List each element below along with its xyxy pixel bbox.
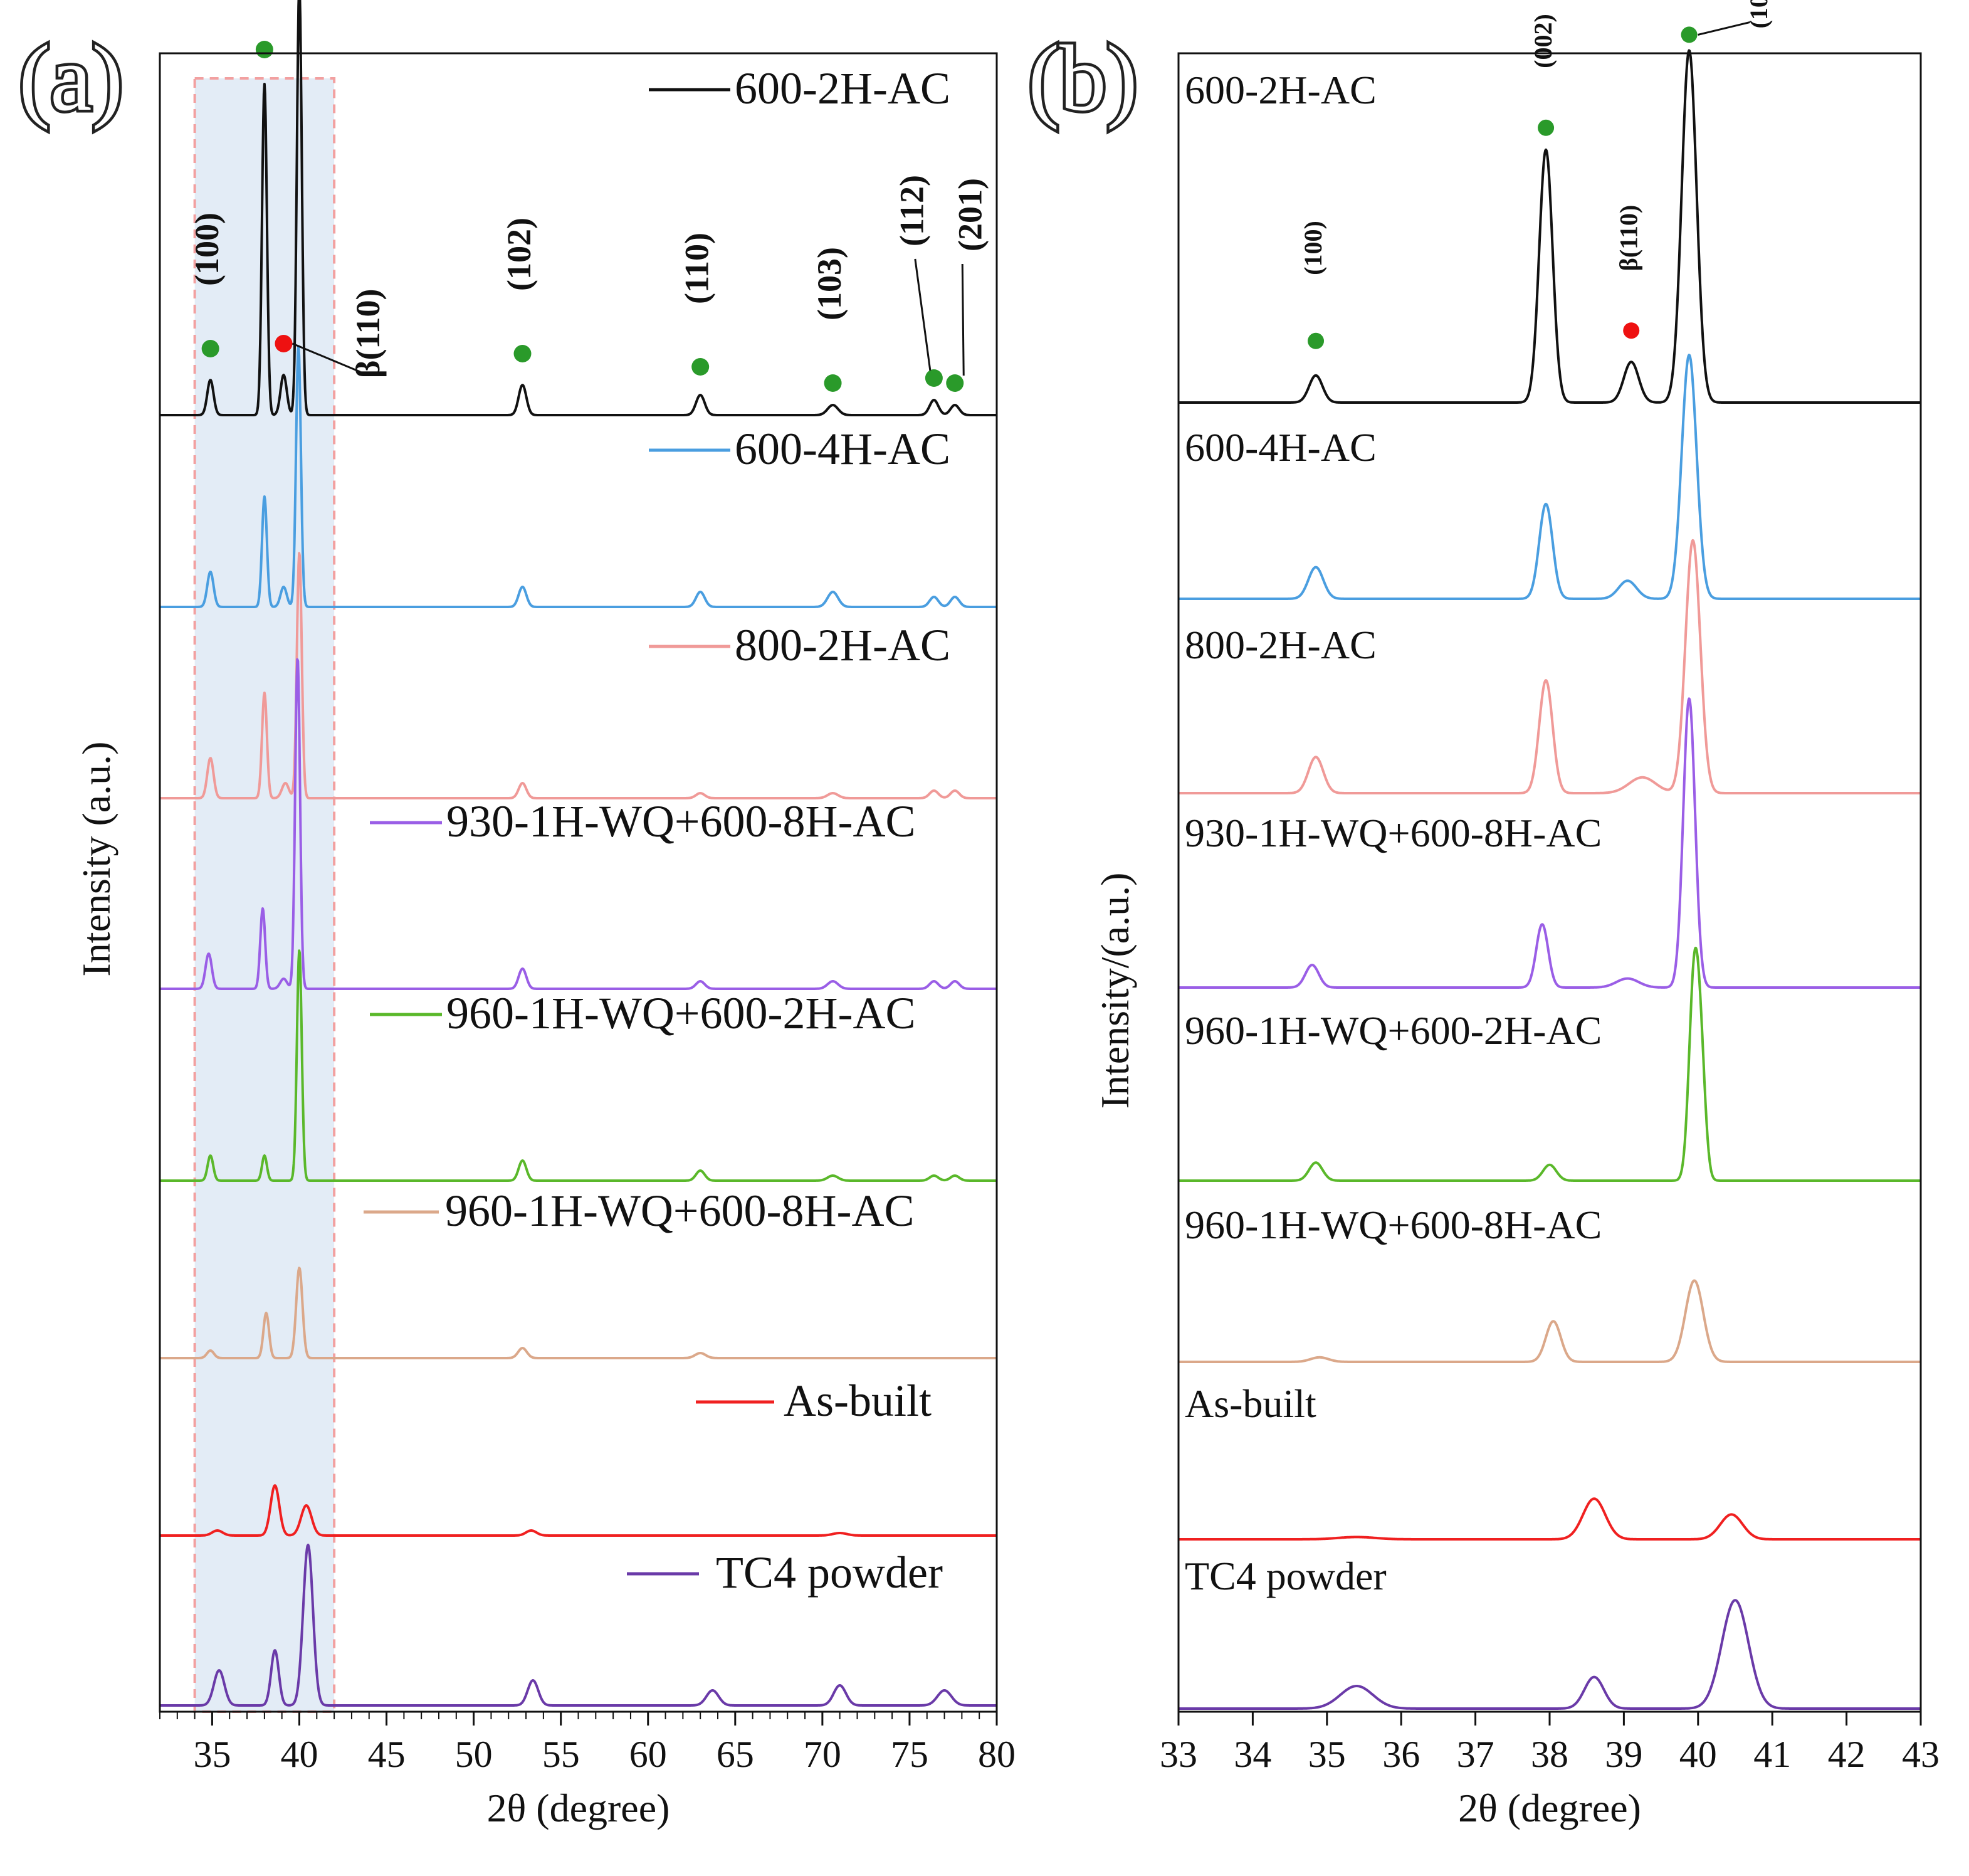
series-line-b-5 bbox=[1177, 946, 1922, 1182]
series-line-b-2 bbox=[1177, 354, 1922, 600]
alpha-marker-b-4 bbox=[1681, 26, 1698, 43]
panel-label-b: (b) bbox=[1028, 26, 1138, 130]
alpha-marker-a-2 bbox=[255, 41, 273, 58]
series-group-b bbox=[1177, 49, 1922, 1710]
legend-label-4: 930-1H-WQ+600-8H-AC bbox=[446, 796, 915, 846]
legend-label-8: TC4 powder bbox=[716, 1547, 943, 1598]
series-line-b-3 bbox=[1177, 539, 1922, 794]
legend-label-2: 600-4H-AC bbox=[1185, 425, 1377, 470]
legend-label-7: As-built bbox=[1185, 1381, 1316, 1426]
peak-label-a-6: (110) bbox=[678, 233, 716, 304]
x-tick-label-a-60: 60 bbox=[629, 1734, 667, 1775]
legend-label-5: 960-1H-WQ+600-2H-AC bbox=[446, 988, 915, 1038]
alpha-marker-a-6 bbox=[691, 358, 710, 376]
panel-a: 600-2H-AC 600-4H-AC 800-2H-AC 930-1H-WQ+600… bbox=[16, 0, 1016, 1830]
legend-label-3: 800-2H-AC bbox=[1185, 623, 1377, 667]
x-tick-label-b-42: 42 bbox=[1828, 1734, 1866, 1775]
series-line-a-4 bbox=[159, 658, 997, 990]
x-tick-label-b-34: 34 bbox=[1234, 1734, 1271, 1775]
alpha-marker-a-9 bbox=[946, 374, 964, 392]
peak-label-b-1: (100) bbox=[1299, 221, 1327, 275]
y-axis-title-a: Intensity (a.u.) bbox=[74, 742, 118, 977]
x-tick-label-b-35: 35 bbox=[1308, 1734, 1346, 1775]
series-line-a-6 bbox=[159, 1267, 997, 1359]
peak-label-a-1: (100) bbox=[188, 213, 226, 286]
x-tick-label-a-75: 75 bbox=[891, 1734, 928, 1775]
annotation-leader-a-4 bbox=[291, 342, 361, 373]
peak-label-a-9: (201) bbox=[952, 178, 989, 251]
x-tick-label-a-45: 45 bbox=[368, 1734, 406, 1775]
alpha-marker-a-5 bbox=[513, 345, 532, 362]
legend-label-1: 600-2H-AC bbox=[735, 63, 950, 113]
x-tick-label-a-40: 40 bbox=[281, 1734, 318, 1775]
legend-label-6: 960-1H-WQ+600-8H-AC bbox=[1185, 1203, 1602, 1247]
alpha-marker-a-7 bbox=[824, 374, 842, 392]
series-line-a-2 bbox=[159, 345, 997, 608]
x-ticks-b: 33 34 35 36 37 38 39 40 41 42 43 bbox=[1160, 1712, 1940, 1775]
peak-label-a-4: β(110) bbox=[349, 289, 387, 378]
series-line-a-5 bbox=[159, 949, 997, 1182]
legend-label-7: As-built bbox=[784, 1376, 932, 1426]
series-line-a-1 bbox=[159, 0, 997, 416]
panel-b: 600-2H-AC 600-4H-AC 800-2H-AC 930-1H-WQ+600… bbox=[1026, 0, 1940, 1830]
legend-label-6: 960-1H-WQ+600-8H-AC bbox=[445, 1186, 914, 1236]
x-tick-label-b-41: 41 bbox=[1753, 1734, 1791, 1775]
x-tick-label-b-37: 37 bbox=[1457, 1734, 1494, 1775]
series-line-b-8 bbox=[1177, 1599, 1922, 1710]
series-line-a-3 bbox=[159, 552, 997, 799]
legend-b: 600-2H-AC 600-4H-AC 800-2H-AC 930-1H-WQ+600… bbox=[1185, 68, 1602, 1598]
alpha-marker-a-8 bbox=[925, 369, 943, 387]
alpha-marker-b-2 bbox=[1538, 119, 1555, 136]
series-line-b-6 bbox=[1177, 1279, 1922, 1363]
x-tick-label-a-50: 50 bbox=[455, 1734, 493, 1775]
annotation-leader-b-4 bbox=[1698, 21, 1750, 36]
legend-label-8: TC4 powder bbox=[1185, 1554, 1387, 1598]
x-tick-label-a-80: 80 bbox=[978, 1734, 1016, 1775]
series-group-a bbox=[159, 0, 997, 1707]
x-tick-label-b-43: 43 bbox=[1902, 1734, 1940, 1775]
series-line-a-7 bbox=[159, 1484, 997, 1537]
panel-label-a: (a) bbox=[19, 26, 123, 130]
x-tick-label-b-33: 33 bbox=[1160, 1734, 1197, 1775]
peak-label-b-3: β(110) bbox=[1614, 205, 1642, 271]
peak-label-a-5: (102) bbox=[500, 218, 538, 291]
peak-label-b-4: (101) bbox=[1745, 0, 1773, 28]
y-axis-title-b: Intensity/(a.u.) bbox=[1093, 873, 1137, 1109]
legend-label-5: 960-1H-WQ+600-2H-AC bbox=[1185, 1008, 1602, 1053]
series-line-b-4 bbox=[1177, 697, 1922, 989]
legend-a: 600-2H-AC 600-4H-AC 800-2H-AC 930-1H-WQ+600… bbox=[364, 63, 950, 1598]
annotation-leader-a-9 bbox=[961, 263, 965, 376]
x-tick-label-a-65: 65 bbox=[717, 1734, 754, 1775]
legend-label-1: 600-2H-AC bbox=[1185, 68, 1377, 112]
x-axis-title-b: 2θ (degree) bbox=[1458, 1786, 1641, 1830]
legend-label-4: 930-1H-WQ+600-8H-AC bbox=[1185, 811, 1602, 855]
x-axis-title-a: 2θ (degree) bbox=[487, 1786, 670, 1830]
alpha-marker-a-1 bbox=[201, 340, 219, 357]
x-tick-label-a-55: 55 bbox=[542, 1734, 580, 1775]
annotations-b: (100) (002) β(110) (101) bbox=[1299, 0, 1773, 349]
peak-label-a-8: (112) bbox=[893, 175, 930, 246]
beta-marker-a-4 bbox=[275, 335, 293, 352]
x-tick-label-b-36: 36 bbox=[1382, 1734, 1420, 1775]
highlight-region bbox=[193, 77, 336, 1713]
x-tick-label-a-70: 70 bbox=[804, 1734, 841, 1775]
x-tick-label-b-40: 40 bbox=[1679, 1734, 1717, 1775]
annotation-leader-a-8 bbox=[914, 258, 932, 371]
annotations-a: (100)(002)(101)β(110)(102)(110)(103)(112… bbox=[188, 41, 989, 392]
x-tick-label-b-39: 39 bbox=[1605, 1734, 1642, 1775]
plot-frame-b bbox=[1177, 52, 1922, 1713]
legend-label-2: 600-4H-AC bbox=[735, 424, 950, 474]
x-ticks-a: 35 40 45 50 55 60 65 70 75 80 bbox=[159, 1712, 1016, 1775]
alpha-marker-b-1 bbox=[1308, 332, 1325, 349]
peak-label-a-7: (103) bbox=[811, 247, 848, 320]
x-tick-label-a-35: 35 bbox=[193, 1734, 231, 1775]
peak-label-b-2: (002) bbox=[1529, 14, 1557, 68]
x-tick-label-b-38: 38 bbox=[1531, 1734, 1568, 1775]
legend-label-3: 800-2H-AC bbox=[735, 620, 950, 670]
series-line-b-7 bbox=[1177, 1497, 1922, 1541]
series-line-b-1 bbox=[1177, 49, 1922, 404]
series-line-a-8 bbox=[159, 1544, 997, 1707]
beta-marker-b-3 bbox=[1623, 322, 1640, 339]
